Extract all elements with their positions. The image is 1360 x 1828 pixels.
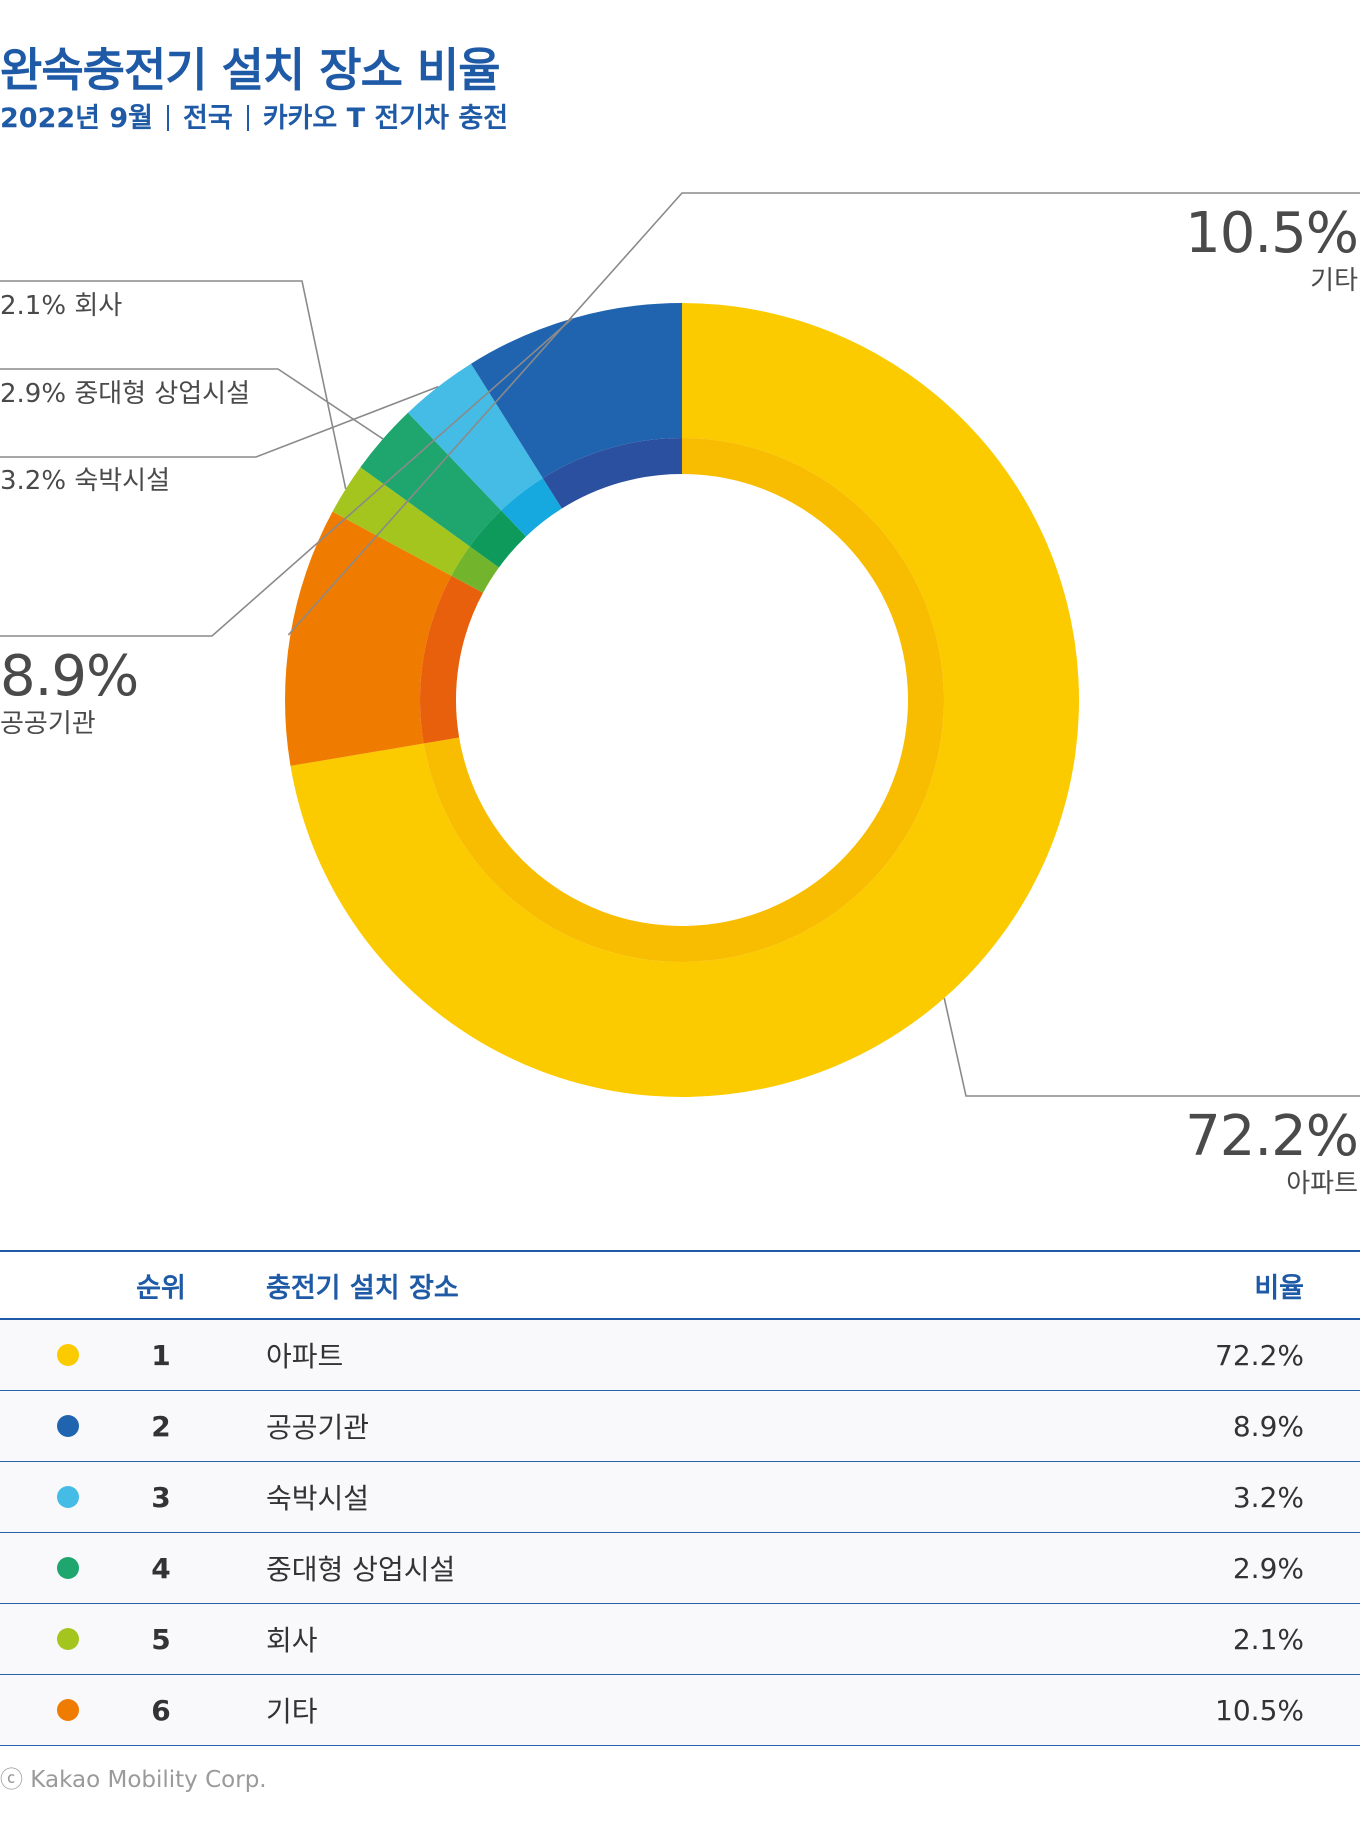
donut-slice-inner-2 [420,575,484,744]
row-color-cell [0,1628,136,1650]
donut-slices [285,303,1079,1097]
category-label-apartment: 아파트 [1286,1169,1358,1199]
label-company: 2.1% 회사 [0,291,122,321]
subtitle-separator [246,105,249,131]
donut-slice-6 [471,303,682,479]
row-rank: 3 [151,1480,171,1514]
donut-slice-1 [290,303,1079,1097]
value-label-apartment: 72.2% [1185,1104,1358,1169]
table-body: 1 아파트 72.2% 2 공공기관 8.9% 3 숙박시설 3.2% 4 중대형 상업시설 2.9%… [0,1320,1360,1746]
leader-line-6 [0,317,573,637]
category-label-other: 기타 [1310,266,1358,296]
table-row: 3 숙박시설 3.2% [0,1462,1360,1533]
row-color-cell [0,1344,136,1366]
leader-line-2 [287,192,1360,636]
table-row: 5 회사 2.1% [0,1604,1360,1675]
donut-slice-inner-3 [451,546,499,593]
row-rank: 4 [151,1551,171,1585]
chart-title: 완속충전기 설치 장소 비율 [0,43,501,97]
header-place: 충전기 설치 장소 [266,1272,459,1304]
color-dot-icon [57,1628,79,1650]
donut-slice-inner-4 [469,510,527,568]
label-commercial: 2.9% 중대형 상업시설 [0,379,250,409]
table-row: 2 공공기관 8.9% [0,1391,1360,1462]
donut-slice-5 [407,363,543,511]
row-place: 아파트 [266,1340,344,1373]
ratio-table: 순위 충전기 설치 장소 비율 1 아파트 72.2% 2 공공기관 8.9% 3 숙박시설 3… [0,1250,1360,1746]
leader-line-5 [0,385,439,458]
row-rank: 1 [151,1338,171,1372]
table-header: 순위 충전기 설치 장소 비율 [0,1250,1360,1320]
leader-line-3 [0,280,347,490]
color-dot-icon [57,1344,79,1366]
header-rank: 순위 [136,1272,186,1304]
table-row: 4 중대형 상업시설 2.9% [0,1533,1360,1604]
subtitle-date: 2022년 9월 [0,103,154,134]
row-ratio: 8.9% [1232,1409,1304,1443]
row-ratio: 2.9% [1232,1551,1304,1585]
donut-slice-2 [285,511,452,766]
row-ratio: 3.2% [1232,1480,1304,1514]
row-color-cell [0,1415,136,1437]
subtitle-source: 카카오 T 전기차 충전 [262,103,509,134]
value-label-public: 8.9% [0,644,138,709]
table-row: 1 아파트 72.2% [0,1320,1360,1391]
value-label-other: 10.5% [1185,201,1358,266]
subtitle-separator [167,105,170,131]
subtitle-region: 전국 [183,103,233,134]
leader-line-4 [0,368,384,440]
color-dot-icon [57,1699,79,1721]
row-place: 공공기관 [266,1411,370,1444]
row-place: 중대형 상업시설 [266,1553,456,1586]
category-label-public: 공공기관 [0,709,96,739]
donut-slice-inner-5 [501,478,562,537]
donut-slice-4 [360,412,502,547]
row-rank: 2 [151,1409,171,1443]
donut-chart: 72.2%아파트 10.5%기타 2.1% 회사 2.9% 중대형 상업시설 3.2% … [0,192,1360,1199]
row-place: 숙박시설 [266,1482,370,1515]
donut-labels: 72.2%아파트 10.5%기타 2.1% 회사 2.9% 중대형 상업시설 3.2% … [0,192,1360,1199]
row-place: 기타 [266,1695,318,1728]
copyright: ⓒ Kakao Mobility Corp. [0,1767,267,1793]
row-place: 회사 [266,1624,318,1657]
row-color-cell [0,1557,136,1579]
row-ratio: 72.2% [1215,1338,1304,1372]
chart-subtitle: 2022년 9월 전국 카카오 T 전기차 충전 [0,96,508,135]
row-ratio: 2.1% [1232,1622,1304,1656]
color-dot-icon [57,1415,79,1437]
table-row: 6 기타 10.5% [0,1675,1360,1746]
label-lodging: 3.2% 숙박시설 [0,466,170,496]
row-rank: 6 [151,1693,171,1727]
header-ratio: 비율 [1254,1272,1304,1304]
donut-slice-inner-6 [542,438,682,509]
donut-slice-3 [332,467,470,576]
color-dot-icon [57,1557,79,1579]
row-color-cell [0,1486,136,1508]
row-ratio: 10.5% [1215,1693,1304,1727]
row-rank: 5 [151,1622,171,1656]
leader-line-1 [943,997,1360,1097]
row-color-cell [0,1699,136,1721]
color-dot-icon [57,1486,79,1508]
